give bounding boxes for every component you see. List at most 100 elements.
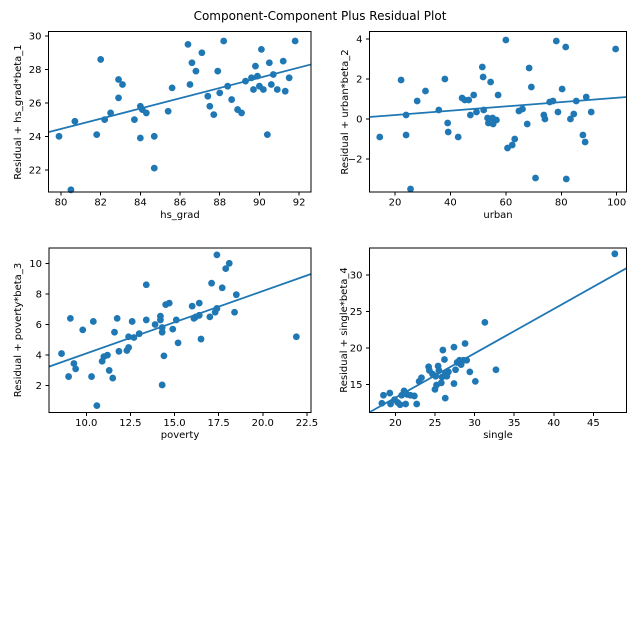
data-point [473,108,480,116]
data-point [58,350,65,357]
data-point [263,131,271,139]
data-point [115,94,122,102]
data-point [93,402,101,410]
data-point [527,83,535,91]
data-point [105,367,113,374]
data-point [441,394,449,402]
trend-line [369,96,627,118]
x-tick-label: 45 [587,418,600,429]
data-point [441,75,449,83]
data-point [214,67,222,75]
x-tick-label: 88 [213,197,226,208]
data-point [89,318,97,325]
data-point [471,377,479,385]
data-point [220,37,228,45]
subplot1-x-axis-label: hs_grad [160,210,200,221]
data-point [269,71,277,78]
data-point [493,116,500,124]
data-point [109,374,117,382]
trend-line [369,267,628,413]
data-point [444,128,452,136]
x-tick-label: 20.0 [252,418,274,429]
data-point [523,120,531,128]
x-tick-label: 30 [468,418,481,429]
x-tick-label: 40 [547,418,560,429]
data-point [158,328,166,336]
data-point [125,344,133,351]
data-point [231,308,238,316]
data-point [413,400,421,408]
data-point [136,134,144,142]
data-point [115,347,123,355]
data-point [386,389,394,397]
data-point [562,43,570,51]
y-tick-label: 30 [350,270,363,281]
data-point [104,351,111,359]
data-point [160,352,168,360]
axes-frame [369,31,628,193]
data-point [508,141,516,149]
data-point [186,81,194,88]
data-point [612,45,620,53]
data-point [238,109,245,117]
data-point [252,62,259,70]
data-point [487,78,495,86]
data-point [445,368,452,376]
data-point [549,97,557,105]
x-tick-label: 100 [607,197,626,208]
data-point [581,138,589,146]
data-point [541,115,549,123]
data-point [206,313,214,321]
x-tick-label: 15.0 [163,418,185,429]
data-point [216,89,224,97]
data-point [444,119,452,127]
trend-line [48,273,312,368]
data-point [184,40,192,48]
data-point [188,302,196,310]
x-tick-label: 82 [94,197,107,208]
data-point [188,59,196,67]
y-tick-label: 24 [29,132,42,143]
data-point [441,356,448,363]
data-point [115,76,122,83]
data-point [55,132,63,140]
data-point [402,111,410,119]
data-point [169,325,177,333]
data-point [210,111,218,118]
data-point [151,321,159,328]
data-point [454,133,462,141]
y-tick-label: 10 [29,259,42,270]
data-point [101,116,109,124]
data-point [502,36,510,44]
y-tick-label: 6 [36,320,42,331]
data-point [407,185,414,193]
data-point [119,81,126,88]
data-point [195,299,203,307]
data-point [492,366,500,374]
data-point [511,135,519,143]
data-point [562,175,570,183]
data-point [552,37,560,45]
data-point [131,116,138,124]
x-tick-label: 60 [499,197,512,208]
data-point [439,346,447,354]
data-point [71,117,79,125]
y-tick-label: 22 [29,165,42,176]
data-point [259,86,267,93]
data-point [254,72,261,80]
x-tick-label: 20 [389,197,402,208]
data-point [213,251,221,259]
subplot2-x-axis-label: urban [483,210,513,221]
data-point [463,356,471,364]
data-point [532,174,539,182]
x-tick-label: 86 [174,197,187,208]
data-point [481,318,489,326]
data-point [579,131,587,139]
data-point [396,401,404,409]
data-point [197,335,205,343]
data-point [70,360,78,367]
data-point [587,108,595,116]
data-point [265,59,273,67]
